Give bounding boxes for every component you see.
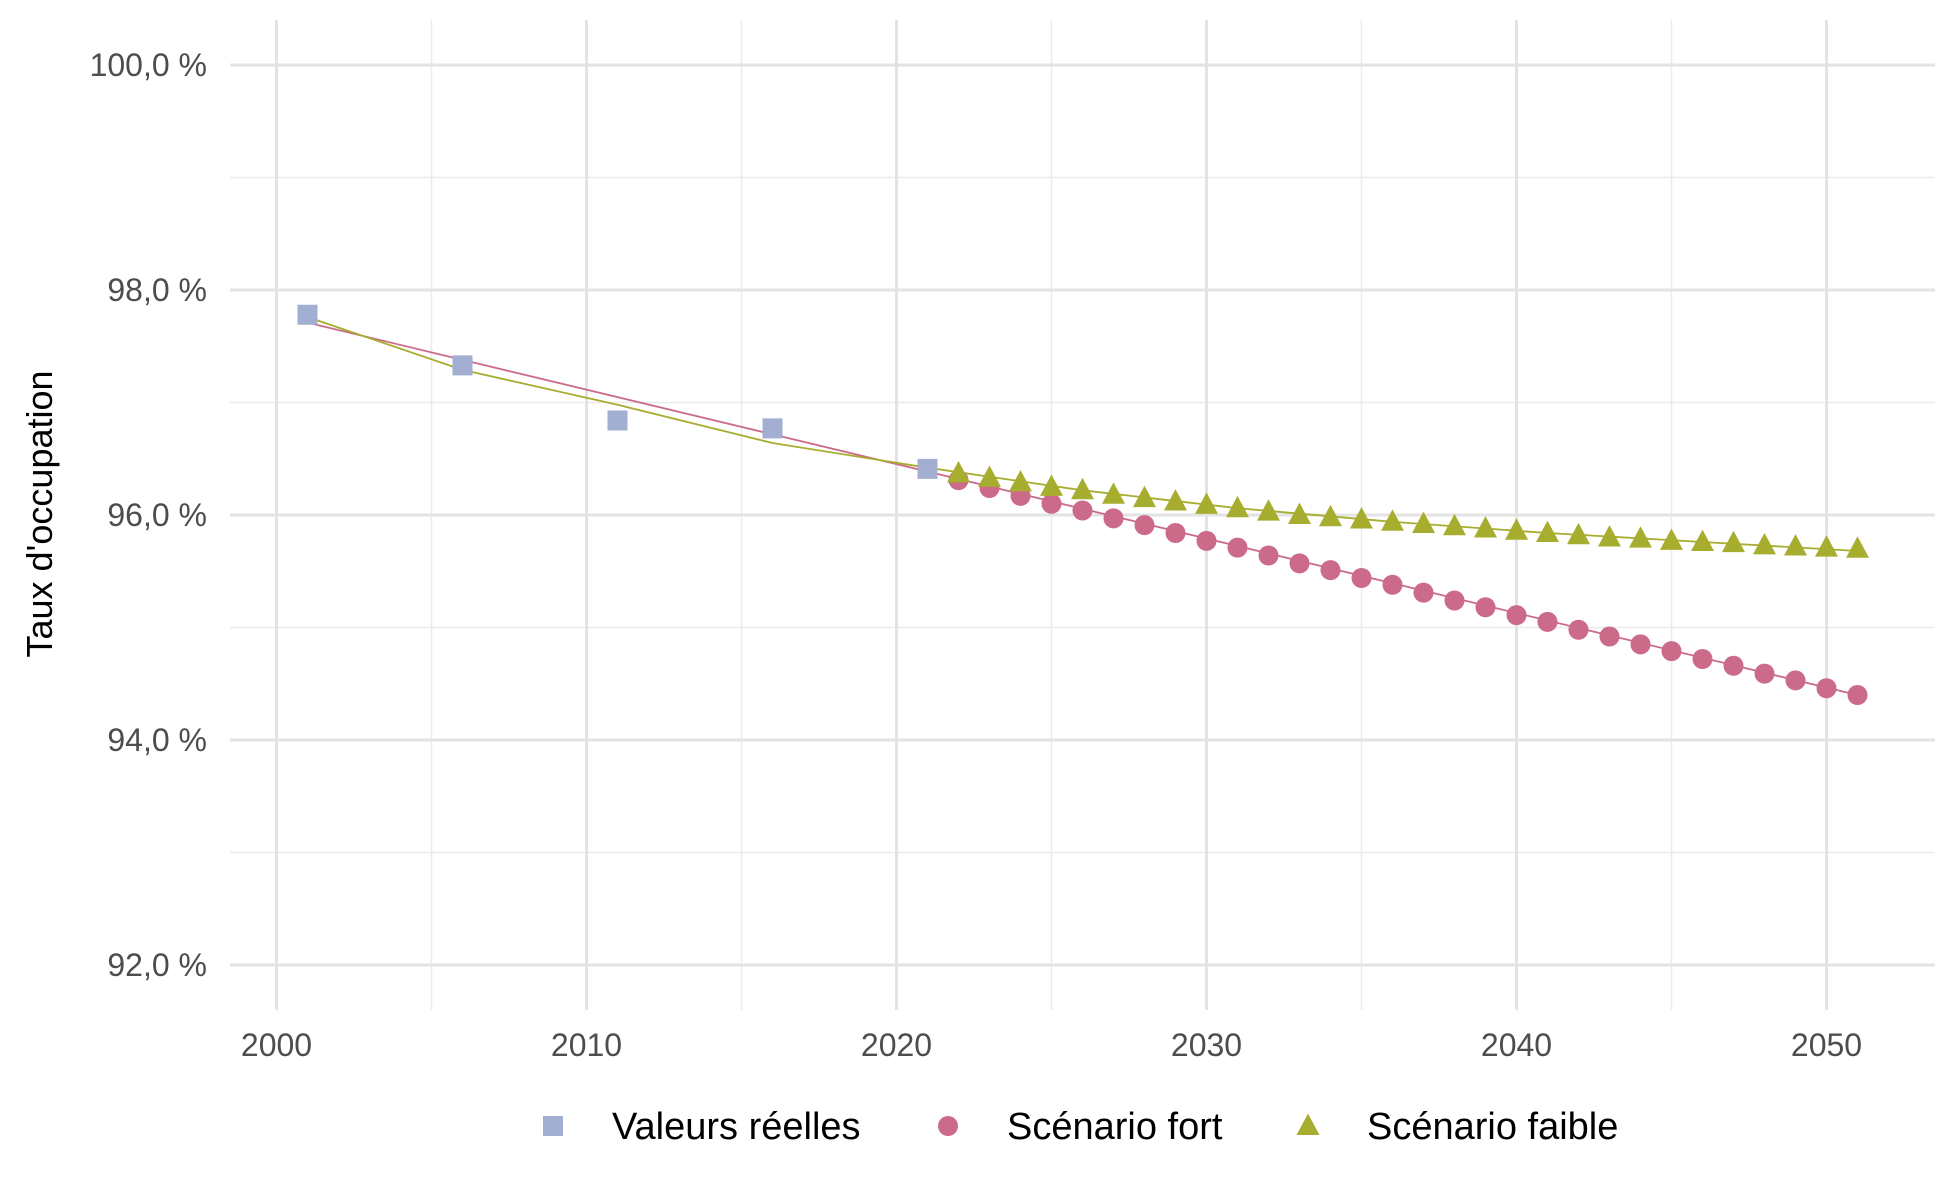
data-point-scenario-fort <box>1692 649 1713 669</box>
data-point-scenario-fort <box>1599 626 1620 647</box>
data-point-scenario-faible <box>1474 516 1497 538</box>
x-axis-tick-labels: 2000 2010 2020 2030 2040 2050 <box>241 1027 1862 1063</box>
data-point-scenario-faible <box>1257 499 1280 521</box>
y-tick-label: 98,0 % <box>107 272 207 308</box>
data-point-scenario-faible <box>1598 525 1621 547</box>
x-tick-label: 2040 <box>1481 1027 1552 1063</box>
legend-label: Scénario faible <box>1367 1106 1618 1148</box>
data-point-valeurs-reelles <box>297 304 318 325</box>
legend-label: Scénario fort <box>1007 1106 1223 1148</box>
data-point-scenario-fort <box>1506 605 1527 626</box>
data-point-scenario-faible <box>1288 502 1311 524</box>
data-point-scenario-fort <box>1072 500 1093 521</box>
data-point-scenario-faible <box>1691 529 1714 551</box>
data-point-scenario-fort <box>1351 568 1372 588</box>
data-point-scenario-fort <box>1134 515 1155 536</box>
y-tick-label: 92,0 % <box>107 947 207 983</box>
data-point-scenario-faible <box>1133 485 1156 508</box>
data-point-scenario-fort <box>1816 678 1837 699</box>
data-point-scenario-faible <box>1102 482 1125 504</box>
data-point-scenario-fort <box>1103 508 1124 529</box>
data-points <box>297 304 1869 705</box>
y-tick-label: 94,0 % <box>107 722 207 758</box>
data-point-scenario-faible <box>1164 489 1187 511</box>
data-point-scenario-faible <box>1226 495 1249 518</box>
data-point-scenario-faible <box>1195 492 1218 514</box>
data-point-scenario-fort <box>1320 560 1341 581</box>
data-point-scenario-faible <box>1722 530 1745 553</box>
data-point-scenario-fort <box>1227 537 1248 558</box>
legend-key-square <box>543 1116 563 1136</box>
data-point-scenario-fort <box>1258 545 1279 566</box>
data-point-scenario-fort <box>1196 530 1217 551</box>
data-point-scenario-faible <box>1040 474 1063 496</box>
data-point-scenario-faible <box>1071 477 1094 500</box>
data-point-scenario-faible <box>1009 469 1032 492</box>
data-point-scenario-faible <box>1753 532 1776 555</box>
data-point-scenario-fort <box>1847 685 1868 705</box>
data-point-scenario-faible <box>1846 536 1869 558</box>
data-point-valeurs-reelles <box>452 355 473 376</box>
data-point-scenario-fort <box>1444 590 1465 611</box>
data-point-scenario-fort <box>1630 634 1651 655</box>
y-axis-title: Taux d'occupation <box>19 370 60 657</box>
data-point-valeurs-reelles <box>607 410 628 431</box>
data-point-scenario-fort <box>1041 493 1062 514</box>
data-point-scenario-faible <box>1784 534 1807 556</box>
data-point-valeurs-reelles <box>917 458 938 479</box>
data-point-scenario-faible <box>1660 528 1683 550</box>
data-point-scenario-fort <box>1754 663 1775 684</box>
x-tick-label: 2050 <box>1791 1027 1862 1063</box>
data-point-scenario-faible <box>1815 535 1838 557</box>
data-point-scenario-faible <box>1381 509 1404 531</box>
data-point-scenario-faible <box>978 465 1001 487</box>
legend-label: Valeurs réelles <box>612 1106 861 1148</box>
data-point-scenario-fort <box>1723 655 1744 676</box>
data-point-scenario-fort <box>1568 619 1589 640</box>
data-point-scenario-faible <box>1412 511 1435 533</box>
data-point-scenario-faible <box>947 460 970 483</box>
x-tick-label: 2020 <box>861 1027 932 1063</box>
data-point-scenario-fort <box>1289 553 1310 574</box>
data-point-scenario-fort <box>1475 597 1496 618</box>
legend: Valeurs réelles Scénario fort Scénario fai… <box>543 1106 1618 1148</box>
y-tick-label: 96,0 % <box>107 497 207 533</box>
x-tick-label: 2030 <box>1171 1027 1242 1063</box>
y-tick-label: 100,0 % <box>90 47 207 83</box>
legend-key-triangle <box>1296 1113 1320 1135</box>
data-point-scenario-faible <box>1629 526 1652 548</box>
data-point-scenario-faible <box>1443 513 1466 536</box>
data-point-scenario-fort <box>1382 574 1403 595</box>
data-point-scenario-faible <box>1319 504 1342 527</box>
data-point-scenario-fort <box>1785 670 1806 691</box>
data-point-scenario-fort <box>1413 582 1434 603</box>
x-tick-label: 2000 <box>241 1027 312 1063</box>
data-point-scenario-faible <box>1350 507 1373 529</box>
legend-key-circle <box>938 1116 958 1136</box>
data-point-valeurs-reelles <box>762 418 783 439</box>
data-point-scenario-fort <box>1661 641 1682 662</box>
y-axis-tick-labels: 92,0 % 94,0 % 96,0 % 98,0 % 100,0 % <box>90 47 207 983</box>
data-point-scenario-fort <box>1537 611 1558 632</box>
data-point-scenario-faible <box>1536 520 1559 542</box>
data-point-scenario-fort <box>1165 523 1186 543</box>
data-point-scenario-faible <box>1505 518 1528 540</box>
data-point-scenario-faible <box>1567 522 1590 545</box>
x-tick-label: 2010 <box>551 1027 622 1063</box>
